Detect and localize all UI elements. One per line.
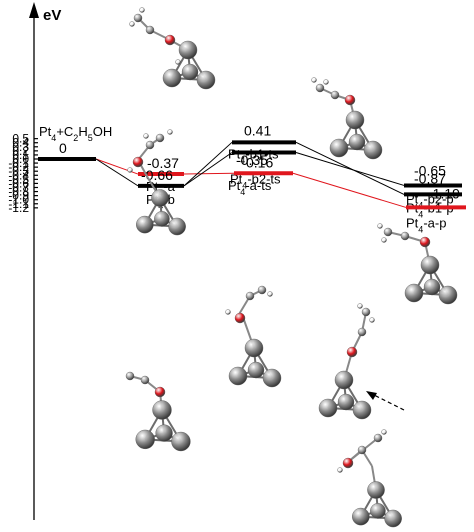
level-value: -0.35 — [236, 152, 268, 168]
level-value: 0 — [59, 140, 67, 156]
tick-label: -0.4 — [8, 168, 29, 182]
structure-pt4-a-ts — [225, 285, 282, 388]
path-reactant-to-pt4-b — [95, 158, 139, 187]
tick-label: 0.4 — [12, 136, 29, 150]
energy-levels: 0Pt4+C2H5OH-0.37Pt4-a-0.66Pt4-b0.41Pt4-b… — [38, 122, 466, 234]
axis-unit: eV — [43, 7, 61, 24]
reaction-paths — [95, 141, 407, 208]
structure-pt4-a-p — [337, 429, 402, 528]
level-pt4-a-ts: -0.35 Pt4-a-ts — [228, 152, 293, 197]
tick-label: -0.9 — [8, 189, 29, 203]
tick-label: -0.2 — [8, 160, 29, 174]
level-pt4-a-p: -1.19 Pt4-a-p — [406, 185, 466, 234]
tick-label: -0.8 — [8, 185, 29, 199]
tick-label: -0.5 — [8, 172, 29, 186]
path-pt4-a-to-pt4-a-ts — [183, 172, 235, 175]
level-value: -0.87 — [414, 170, 446, 186]
molecular-structures — [125, 7, 458, 528]
level-name: Pt4+C2H5OH — [39, 124, 112, 143]
pointer-arrow — [366, 391, 405, 411]
level-name: Pt4-a-p — [406, 215, 446, 234]
energy-axis: eV 0.50.40.30.20.10.0-0.1-0.2-0.3-0.4-0.… — [8, 2, 61, 520]
tick-label: 0.3 — [12, 140, 29, 154]
structure-pt4-b1-p — [318, 303, 375, 420]
level-value: -1.19 — [428, 185, 460, 201]
tick-label: -0.7 — [8, 180, 29, 194]
tick-label: 0.2 — [12, 144, 29, 158]
structure-pt4-a — [127, 129, 186, 236]
level-value: 0.41 — [244, 122, 271, 138]
tick-label: 0.1 — [12, 148, 29, 162]
structure-pt4-b2-p — [377, 223, 458, 305]
path-pt4-b-to-pt4-b2-ts — [183, 152, 233, 187]
level-value: 0.16 — [246, 154, 273, 170]
tick-label: -1.0 — [8, 193, 29, 207]
path-pt4-b1-ts-to-pt4-b1-p — [295, 141, 405, 195]
level-value: -0.65 — [414, 162, 446, 178]
tick-label: 0.5 — [12, 132, 29, 146]
tick-label: 0.0 — [12, 152, 29, 166]
tick-label: -1.1 — [8, 197, 29, 211]
path-pt4-b-to-pt4-b1-ts — [183, 141, 233, 187]
path-pt4-b2-ts-to-pt4-b2-p — [295, 152, 405, 186]
structure-pt4-b2-ts — [311, 77, 383, 160]
tick-label: -0.3 — [8, 164, 29, 178]
level-name: Pt4-a-ts — [228, 178, 272, 197]
tick-label: -0.6 — [8, 176, 29, 190]
tick-label: -0.1 — [8, 156, 29, 170]
level-value: -0.37 — [147, 155, 179, 171]
structure-pt4-b1-ts — [129, 7, 216, 90]
tick-label: -1.2 — [8, 201, 29, 215]
path-pt4-a-ts-to-pt4-a-p — [292, 172, 407, 208]
structure-pt4-b — [125, 371, 191, 452]
